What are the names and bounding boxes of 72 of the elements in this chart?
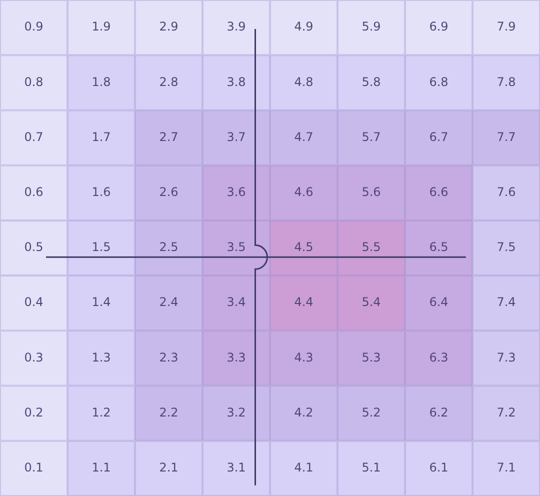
data-label: 5.9 [362,20,381,34]
data-label: 7.5 [496,240,516,254]
data-label: 4.6 [294,185,314,200]
data-label: 2.1 [159,460,178,475]
data-label: 7.7 [496,130,516,144]
data-label: 0.2 [24,405,44,420]
data-label: 7.6 [496,185,516,200]
data-label: 3.5 [226,240,246,254]
data-label: 7.1 [496,460,516,475]
data-label: 3.8 [226,74,246,89]
data-label: 4.3 [294,350,314,364]
data-label: 5.8 [362,74,381,89]
data-label: 2.4 [159,295,178,310]
data-label: 6.6 [429,185,448,200]
data-label: 1.3 [92,350,111,364]
data-label: 3.9 [226,20,246,34]
data-label: 1.2 [92,405,111,420]
data-label: 5.1 [362,460,381,475]
data-label: 7.8 [496,74,516,89]
data-label: 4.9 [294,20,314,34]
data-label: 4.7 [294,130,314,144]
data-label: 2.7 [159,130,178,144]
data-label: 0.7 [24,130,44,144]
data-label: 0.3 [24,350,44,364]
data-label: 3.4 [226,295,246,310]
data-label: 6.1 [429,460,448,475]
data-label: 3.6 [226,185,246,200]
data-label: 2.3 [159,350,178,364]
data-label: 0.6 [24,185,44,200]
data-label: 3.2 [226,405,246,420]
data-label: 2.9 [159,20,178,34]
data-label: 4.1 [294,460,314,475]
data-label: 6.4 [429,295,448,310]
data-label: 1.7 [92,130,111,144]
data-label: 6.9 [429,20,448,34]
data-label: 5.2 [362,405,381,420]
data-label: 6.8 [429,74,448,89]
data-label: 5.6 [362,185,381,200]
data-label: 7.4 [496,295,516,310]
data-label: 0.8 [24,74,44,89]
data-label: 5.3 [362,350,381,364]
data-label: 0.4 [24,295,44,310]
data-label: 1.4 [92,295,111,310]
data-label: 4.4 [294,295,314,310]
data-label: 1.1 [92,460,111,475]
data-label: 1.6 [92,185,111,200]
data-label: 1.9 [92,20,111,34]
data-label: 7.2 [496,405,516,420]
data-label: 6.7 [429,130,448,144]
data-label: 7.3 [496,350,516,364]
data-label: 2.5 [159,240,178,254]
data-label: 6.2 [429,405,448,420]
data-label: 2.2 [159,405,178,420]
data-label: 0.5 [24,240,44,254]
data-label: 3.3 [226,350,246,364]
data-label: 3.7 [226,130,246,144]
data-label: 6.5 [429,240,448,254]
data-label: 5.7 [362,130,381,144]
data-label: 6.3 [429,350,448,364]
data-label: 0.9 [24,20,44,34]
data-label: 5.4 [362,295,381,310]
data-label: 2.6 [159,185,178,200]
data-label: 4.2 [294,405,314,420]
data-label: 5.5 [362,240,381,254]
data-label: 1.5 [92,240,111,254]
data-label: 0.1 [24,460,44,475]
data-label: 4.8 [294,74,314,89]
data-label: 2.8 [159,74,178,89]
data-label: 3.1 [226,460,246,475]
data-label: 7.9 [496,20,516,34]
data-label: 1.8 [92,74,111,89]
data-label: 4.5 [294,240,314,254]
